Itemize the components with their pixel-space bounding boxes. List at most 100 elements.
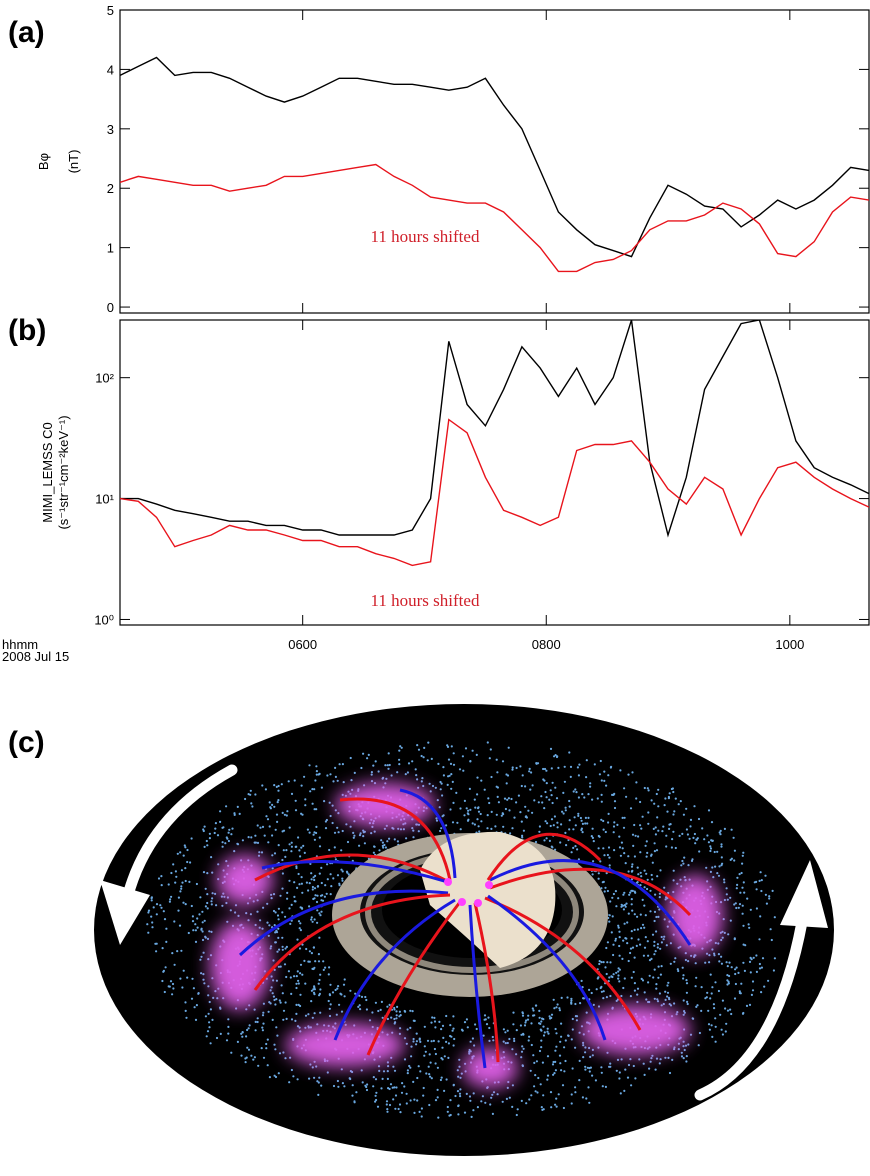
particle: [546, 1055, 550, 1058]
particle: [310, 878, 313, 881]
particle: [476, 793, 479, 796]
particle: [415, 1040, 418, 1043]
particle: [522, 1047, 525, 1050]
particle: [727, 933, 730, 936]
particle: [259, 919, 262, 922]
particle: [577, 812, 580, 815]
particle: [697, 1044, 700, 1047]
particle: [456, 1090, 460, 1093]
particle: [570, 1002, 573, 1005]
particle: [532, 1009, 535, 1012]
particle: [760, 991, 763, 994]
particle: [607, 812, 610, 816]
particle: [554, 1060, 557, 1063]
particle: [284, 855, 287, 859]
particle: [718, 865, 721, 868]
particle: [374, 1001, 377, 1004]
particle: [572, 828, 575, 831]
particle: [219, 1032, 222, 1035]
particle: [280, 984, 283, 987]
field-line: [473, 902, 500, 1063]
particle: [541, 801, 544, 804]
particle: [707, 1023, 711, 1026]
particle: [270, 975, 273, 978]
particle: [556, 821, 559, 824]
particle: [484, 1018, 487, 1021]
particle: [436, 1096, 439, 1099]
particle: [623, 922, 626, 925]
particle: [664, 898, 667, 901]
particle: [266, 921, 269, 924]
particle: [711, 866, 714, 869]
particle: [405, 837, 408, 840]
particle: [618, 835, 621, 838]
particle: [606, 941, 610, 944]
particle: [627, 773, 630, 776]
particle: [627, 959, 630, 963]
particle: [729, 919, 732, 922]
particle: [297, 1003, 300, 1007]
particle: [534, 1004, 538, 1007]
particle: [312, 988, 315, 991]
particle: [517, 794, 521, 797]
field-line: [339, 797, 452, 881]
particle: [584, 822, 587, 825]
particle: [597, 872, 600, 875]
particle: [313, 897, 316, 900]
particle: [155, 950, 158, 953]
particle: [226, 920, 229, 923]
particle: [452, 1027, 455, 1030]
particle: [554, 1069, 558, 1072]
particle: [422, 1094, 425, 1097]
particle: [663, 886, 666, 889]
particle: [430, 757, 433, 761]
particle: [461, 755, 464, 758]
particle: [582, 1044, 585, 1047]
particle: [773, 957, 777, 960]
particle: [256, 824, 259, 827]
particle: [459, 1076, 462, 1079]
particle: [434, 1099, 438, 1102]
particle: [648, 974, 651, 977]
particle: [657, 965, 660, 968]
particle: [520, 1050, 524, 1053]
particle: [395, 1017, 398, 1020]
particle: [264, 788, 267, 791]
particle: [512, 1023, 515, 1026]
particle: [529, 788, 532, 791]
particle: [427, 741, 430, 744]
particle: [204, 905, 207, 908]
particle: [688, 837, 691, 840]
particle: [372, 764, 375, 767]
particle: [552, 998, 555, 1001]
particle: [290, 792, 294, 796]
particle: [504, 1042, 507, 1045]
particle: [626, 1076, 630, 1079]
particle: [429, 1061, 432, 1064]
particle: [351, 1070, 354, 1074]
particle: [311, 920, 314, 923]
particle: [618, 968, 622, 971]
particle: [208, 832, 211, 835]
particle: [281, 936, 284, 939]
particle: [578, 1031, 581, 1034]
particle: [274, 931, 277, 934]
particle: [692, 836, 695, 840]
particle: [659, 1058, 662, 1061]
particle: [680, 1051, 683, 1054]
particle: [299, 855, 302, 858]
particle: [298, 849, 301, 852]
particle: [542, 1034, 546, 1037]
particle: [188, 880, 191, 884]
particle: [357, 1005, 360, 1009]
particle: [272, 979, 275, 982]
particle: [246, 1028, 249, 1032]
particle: [260, 851, 264, 854]
particle: [396, 1005, 399, 1009]
particle: [300, 784, 303, 787]
particle: [536, 762, 540, 765]
particle: [382, 846, 385, 849]
particle: [654, 893, 657, 896]
particle: [209, 1008, 212, 1011]
particle: [241, 1035, 244, 1038]
